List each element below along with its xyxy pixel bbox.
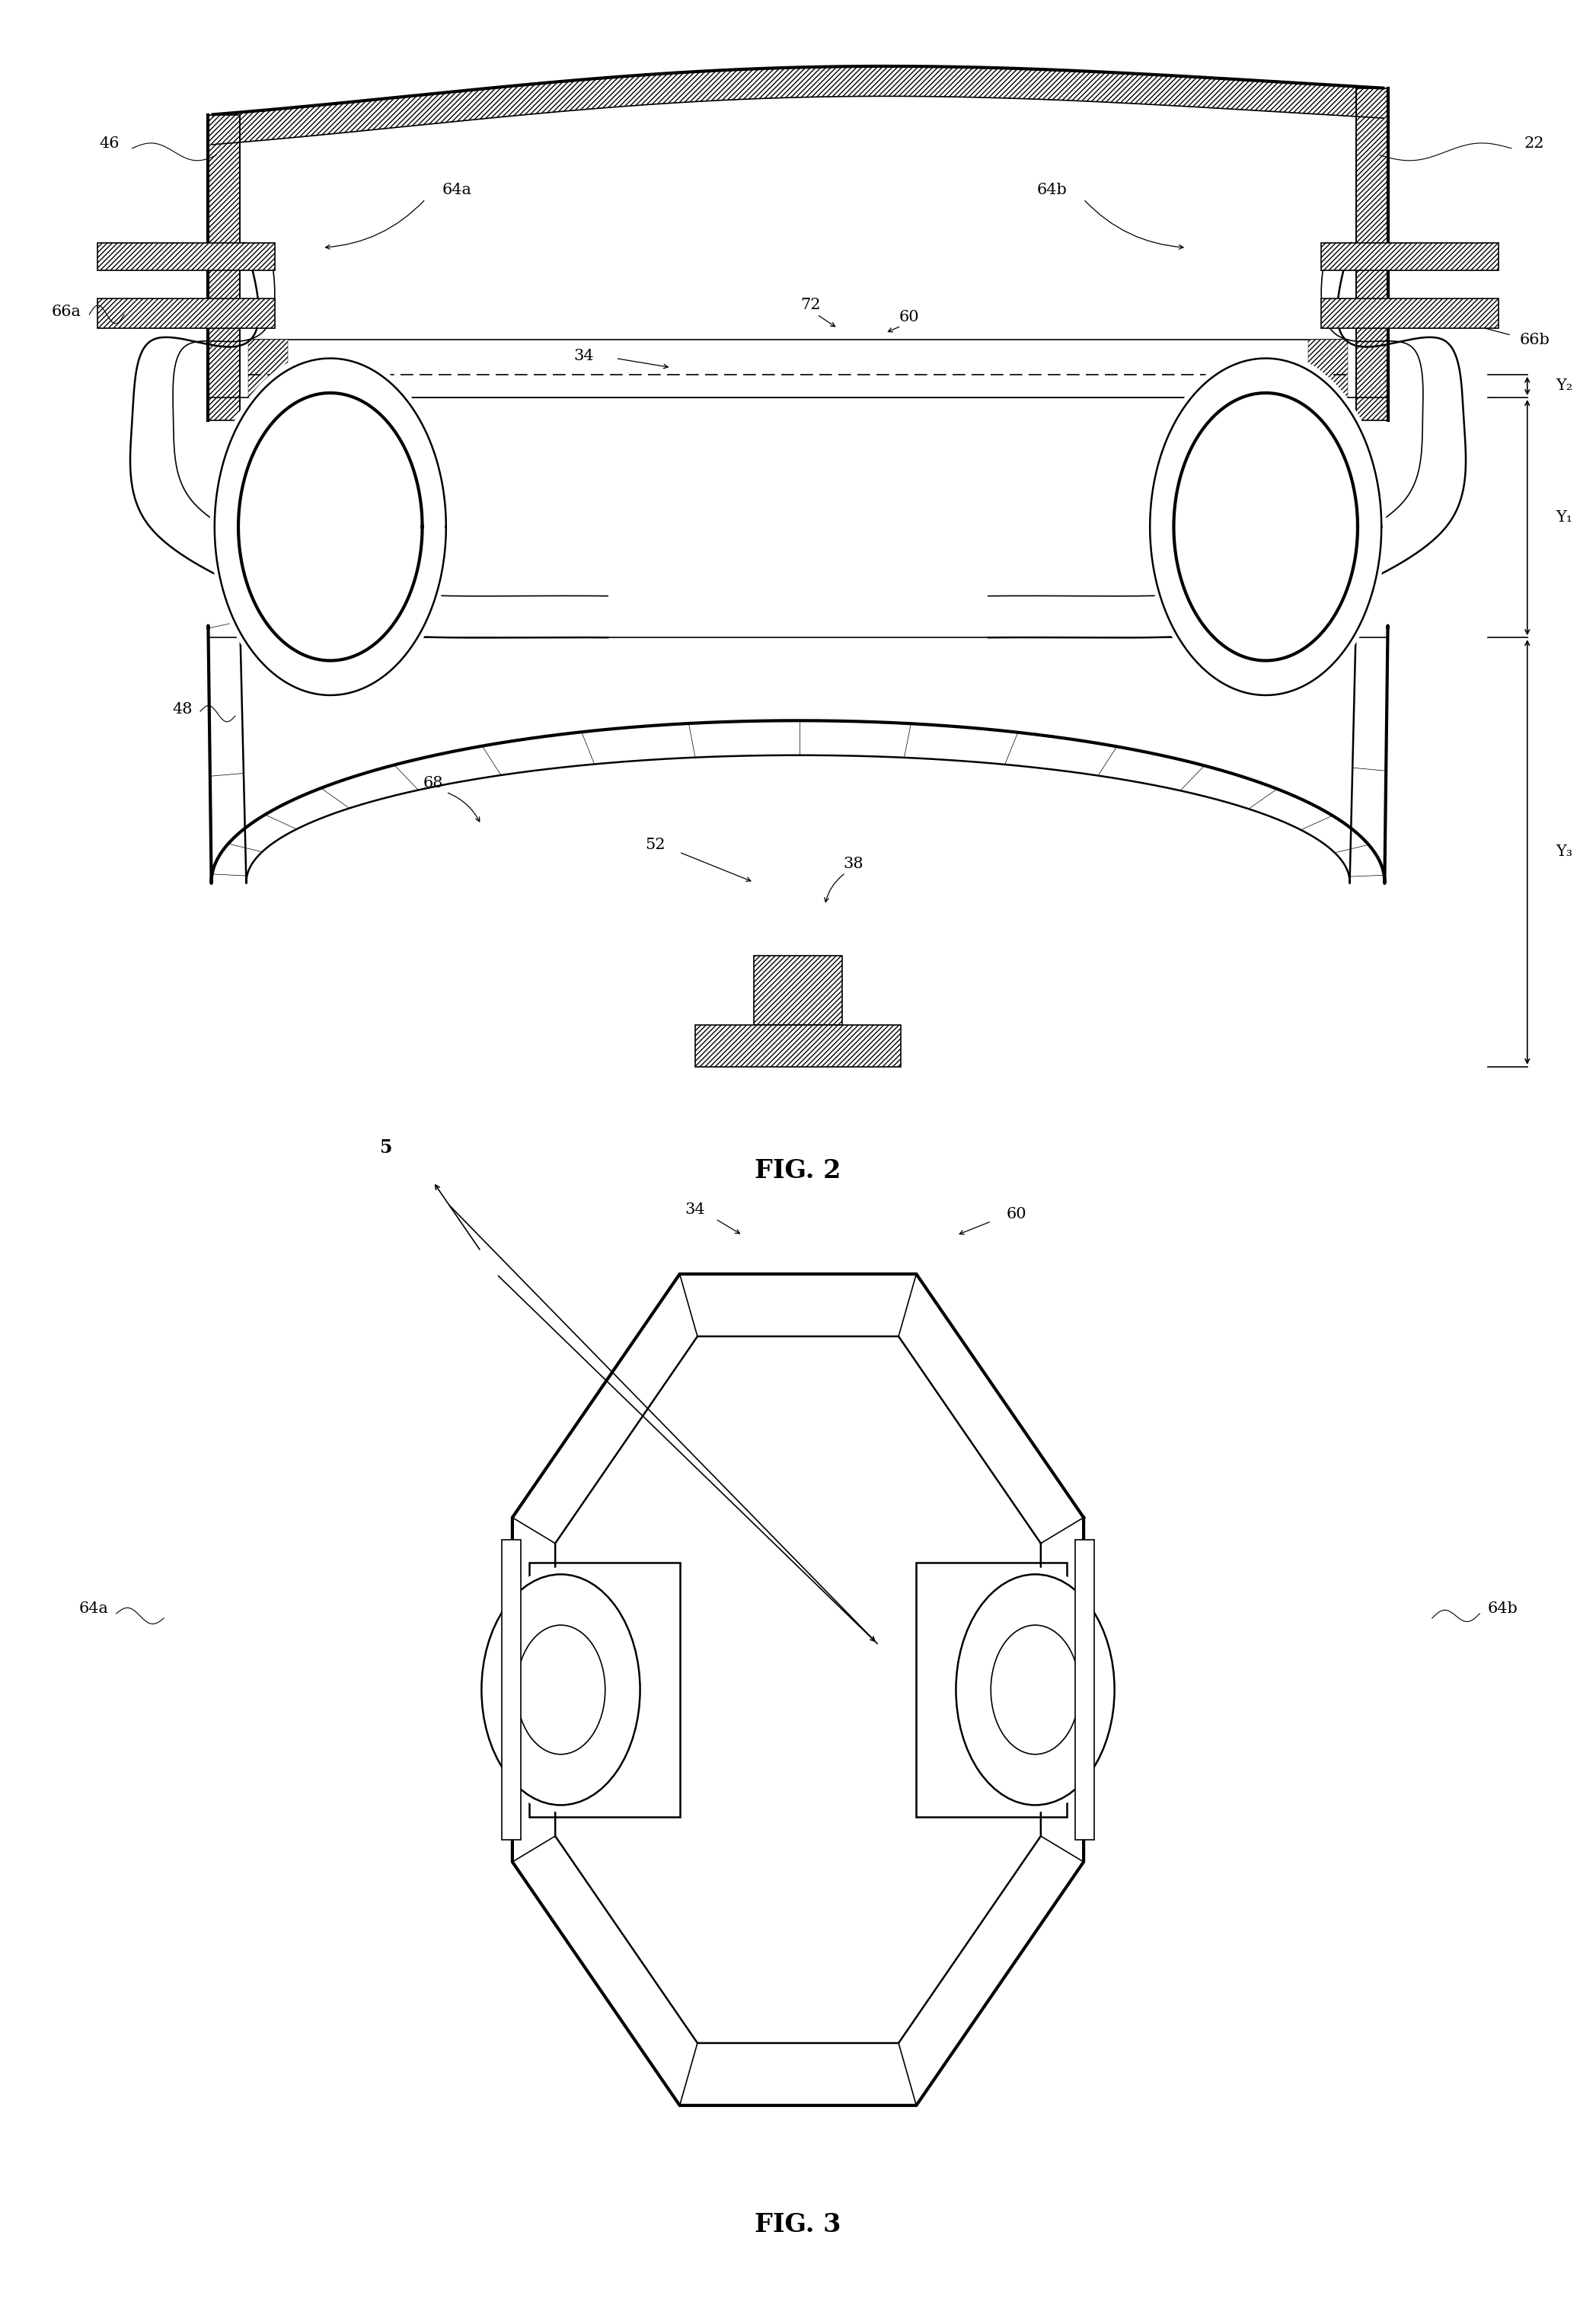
- Text: 60: 60: [899, 311, 919, 325]
- Polygon shape: [1321, 243, 1499, 271]
- Circle shape: [1146, 352, 1387, 702]
- Polygon shape: [1151, 359, 1382, 695]
- Polygon shape: [753, 955, 843, 1025]
- Polygon shape: [97, 243, 275, 271]
- Text: Y₂: Y₂: [1556, 378, 1572, 394]
- Circle shape: [209, 352, 450, 702]
- Polygon shape: [1309, 341, 1349, 399]
- Circle shape: [956, 1574, 1114, 1806]
- Polygon shape: [503, 1539, 522, 1840]
- Circle shape: [951, 1567, 1119, 1813]
- Polygon shape: [512, 1275, 1084, 2105]
- Polygon shape: [1357, 88, 1389, 420]
- Text: 72: 72: [801, 299, 820, 313]
- Text: 66b: 66b: [1519, 331, 1550, 348]
- Text: 5: 5: [380, 1138, 393, 1157]
- Polygon shape: [214, 359, 445, 695]
- Text: Y₃: Y₃: [1556, 844, 1572, 860]
- Text: 48: 48: [172, 702, 193, 716]
- Text: 66a: 66a: [51, 306, 81, 320]
- Text: 34: 34: [685, 1203, 705, 1217]
- Text: 5: 5: [946, 1681, 959, 1699]
- Text: FIG. 2: FIG. 2: [755, 1159, 841, 1182]
- Text: 22: 22: [1524, 137, 1545, 151]
- Polygon shape: [207, 114, 239, 420]
- Polygon shape: [530, 1562, 680, 1817]
- Text: FIG. 3: FIG. 3: [755, 2211, 841, 2237]
- Text: 60: 60: [1007, 1208, 1026, 1222]
- Polygon shape: [555, 1337, 1041, 2042]
- Circle shape: [477, 1567, 645, 1813]
- Text: 64b: 64b: [1487, 1602, 1518, 1616]
- Text: 68: 68: [423, 777, 444, 790]
- Text: 64b: 64b: [1036, 183, 1066, 197]
- Text: 46: 46: [99, 137, 120, 151]
- Polygon shape: [916, 1562, 1066, 1817]
- Polygon shape: [247, 341, 287, 399]
- Polygon shape: [694, 1025, 902, 1066]
- Text: 52: 52: [645, 837, 666, 853]
- Text: Y₁: Y₁: [1556, 510, 1572, 524]
- Circle shape: [482, 1574, 640, 1806]
- Polygon shape: [211, 67, 1385, 144]
- Circle shape: [517, 1625, 605, 1755]
- Text: 64a: 64a: [442, 183, 472, 197]
- Text: 64a: 64a: [78, 1602, 109, 1616]
- Polygon shape: [1074, 1539, 1093, 1840]
- Text: 38: 38: [843, 855, 863, 872]
- Polygon shape: [97, 299, 275, 329]
- Polygon shape: [1321, 299, 1499, 329]
- Circle shape: [991, 1625, 1079, 1755]
- Text: 34: 34: [575, 348, 594, 364]
